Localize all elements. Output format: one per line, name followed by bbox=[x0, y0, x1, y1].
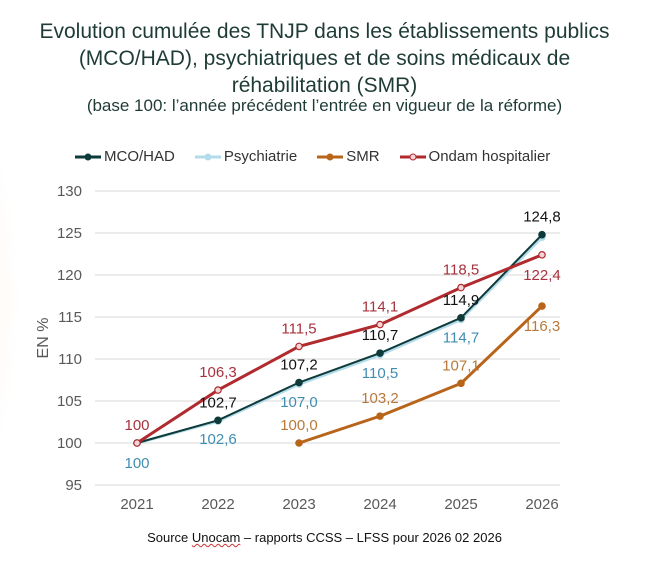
data-label: 110,5 bbox=[362, 365, 398, 382]
data-point bbox=[457, 379, 465, 388]
y-tick-label: 95 bbox=[65, 477, 82, 494]
data-point bbox=[295, 439, 303, 447]
data-label: 118,5 bbox=[443, 262, 479, 279]
legend-marker-icon bbox=[317, 153, 344, 160]
legend-item: MCO/HAD bbox=[75, 148, 175, 165]
data-label: 114,7 bbox=[443, 330, 479, 347]
x-tick-label: 2022 bbox=[201, 496, 234, 513]
x-tick-label: 2021 bbox=[120, 496, 153, 513]
y-tick-label: 120 bbox=[57, 267, 82, 284]
data-label: 124,8 bbox=[523, 209, 561, 226]
data-label: 102,7 bbox=[199, 394, 237, 411]
data-label: 103,2 bbox=[361, 390, 399, 407]
y-tick-label: 110 bbox=[58, 351, 82, 368]
data-point bbox=[538, 302, 546, 310]
y-tick-label: 125 bbox=[57, 225, 82, 242]
source-prefix: Source bbox=[147, 530, 192, 545]
data-label: 100 bbox=[124, 417, 149, 434]
y-tick-label: 130 bbox=[57, 183, 82, 200]
data-point bbox=[214, 416, 222, 425]
y-axis-label: EN % bbox=[35, 318, 52, 359]
data-point bbox=[376, 320, 384, 329]
data-point bbox=[538, 230, 546, 239]
legend-marker-icon bbox=[75, 153, 101, 160]
y-tick-label: 115 bbox=[58, 309, 82, 326]
series-line-smr bbox=[298, 304, 544, 445]
data-label: 110,7 bbox=[362, 327, 398, 344]
data-point bbox=[457, 314, 465, 322]
data-label: 122,4 bbox=[523, 267, 561, 284]
data-label: 116,3 bbox=[524, 318, 560, 335]
data-label: 114,9 bbox=[443, 292, 479, 309]
source-note: Source Unocam – rapports CCSS – LFSS pou… bbox=[20, 530, 629, 545]
data-point bbox=[376, 349, 384, 357]
data-label: 107,2 bbox=[280, 357, 318, 374]
data-label: 100,0 bbox=[280, 417, 318, 434]
legend-item: SMR bbox=[317, 148, 380, 165]
x-tick-label: 2023 bbox=[282, 496, 315, 513]
chart-subtitle: (base 100: l’année précédent l’entrée en… bbox=[86, 96, 563, 115]
data-label: 100 bbox=[124, 455, 149, 472]
data-point bbox=[133, 439, 141, 447]
data-point bbox=[295, 342, 303, 351]
data-point bbox=[295, 378, 303, 387]
x-tick-label: 2026 bbox=[525, 496, 558, 513]
data-label: 107,0 bbox=[280, 394, 318, 411]
legend-marker-icon bbox=[194, 153, 221, 160]
series-line-psychiatrie bbox=[136, 236, 544, 445]
legend: MCO/HAD Psychiatrie SMR Ondam hospitalier bbox=[75, 148, 550, 165]
legend-label: MCO/HAD bbox=[104, 148, 175, 165]
data-label: 107,1 bbox=[442, 357, 480, 374]
data-label: 111,5 bbox=[281, 320, 316, 337]
legend-item: Ondam hospitalier bbox=[399, 148, 551, 165]
data-label: 106,3 bbox=[199, 364, 237, 381]
legend-label: Ondam hospitalier bbox=[428, 148, 551, 165]
line-chart: 95 100 105 110 115 120 125 130 2021 2022 2023 2024 2… bbox=[35, 183, 561, 513]
source-org: Unocam bbox=[191, 530, 241, 545]
data-point bbox=[214, 386, 222, 394]
series-line-ondam-hospitalier bbox=[136, 253, 543, 445]
series-line-mco-had bbox=[136, 233, 543, 444]
data-label: 102,6 bbox=[199, 431, 237, 448]
legend-item: Psychiatrie bbox=[194, 148, 298, 165]
source-suffix: – rapports CCSS – LFSS pour 2026 02 2026 bbox=[240, 530, 502, 545]
y-tick-label: 100 bbox=[57, 435, 82, 452]
x-tick-label: 2024 bbox=[363, 496, 396, 513]
chart-title: Evolution cumulée des TNJP dans les étab… bbox=[39, 20, 610, 97]
legend-marker-icon bbox=[399, 153, 426, 160]
y-tick-label: 105 bbox=[57, 393, 82, 410]
data-label: 114,1 bbox=[362, 299, 398, 316]
legend-label: SMR bbox=[346, 148, 380, 165]
data-point bbox=[376, 412, 384, 420]
data-point bbox=[538, 251, 546, 259]
x-tick-label: 2025 bbox=[444, 496, 477, 513]
data-point bbox=[457, 283, 465, 292]
legend-label: Psychiatrie bbox=[223, 148, 298, 165]
